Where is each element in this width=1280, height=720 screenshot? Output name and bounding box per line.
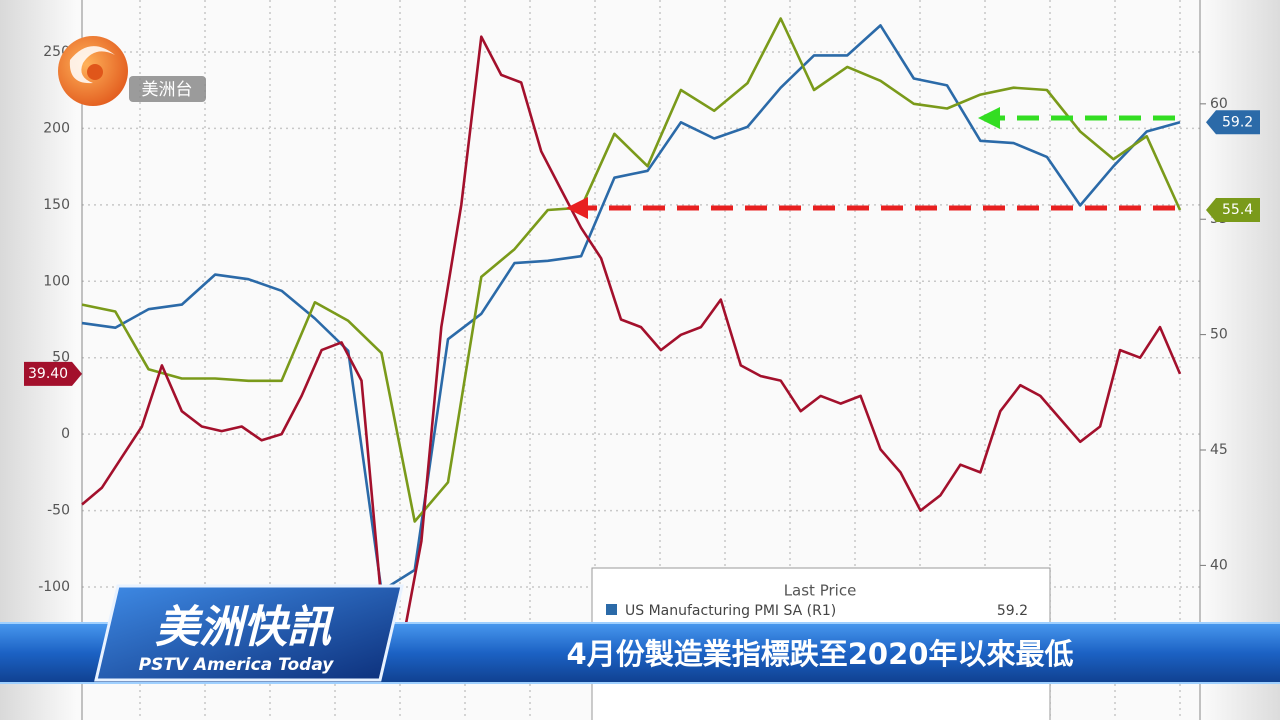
y-tick-label: 100 xyxy=(43,273,70,289)
value-tag-label: 39.40 xyxy=(28,366,68,382)
series-line xyxy=(81,35,1182,650)
value-tag xyxy=(1206,110,1260,135)
logo-swirl xyxy=(69,46,115,84)
value-tag-label: 59.2 xyxy=(1222,114,1253,130)
legend-label: US Manufacturing PMI SA (R1) xyxy=(625,603,836,619)
y-tick-label: -100 xyxy=(38,579,70,595)
y-tick-label: 50 xyxy=(52,350,70,366)
program-name: 美洲快訊 xyxy=(155,602,335,653)
series-line xyxy=(81,17,1182,523)
headline: 4月份製造業指標跌至2020年以來最低 xyxy=(567,637,1074,671)
y2-tick-label: 60 xyxy=(1210,96,1228,112)
legend-value: 59.2 xyxy=(997,603,1028,619)
arrow-head xyxy=(978,107,1000,129)
news-banner: 美洲快訊 PSTV America Today 4月份製造業指標跌至2020年以… xyxy=(0,584,1280,684)
logo-dot xyxy=(87,64,103,80)
value-tag xyxy=(1206,198,1260,222)
y2-tick-label: 40 xyxy=(1210,557,1228,573)
y-tick-label: 150 xyxy=(43,197,70,213)
y-tick-label: 200 xyxy=(43,120,70,136)
legend-swatch xyxy=(606,604,617,615)
arrow-head xyxy=(566,197,588,219)
program-name-en: PSTV America Today xyxy=(139,655,335,675)
legend-title: Last Price xyxy=(784,582,857,600)
y-tick-label: -50 xyxy=(47,503,70,519)
series-line xyxy=(81,24,1181,593)
channel-logo: 美洲台 xyxy=(58,36,206,106)
value-tag-label: 55.4 xyxy=(1222,202,1253,218)
program-badge xyxy=(94,584,404,682)
logo-plate xyxy=(129,76,206,102)
y-tick-label: 0 xyxy=(61,426,70,442)
y2-tick-label: 45 xyxy=(1210,442,1228,458)
value-tag xyxy=(24,361,82,386)
y2-tick-label: 50 xyxy=(1210,327,1228,343)
channel-name: 美洲台 xyxy=(142,80,193,100)
